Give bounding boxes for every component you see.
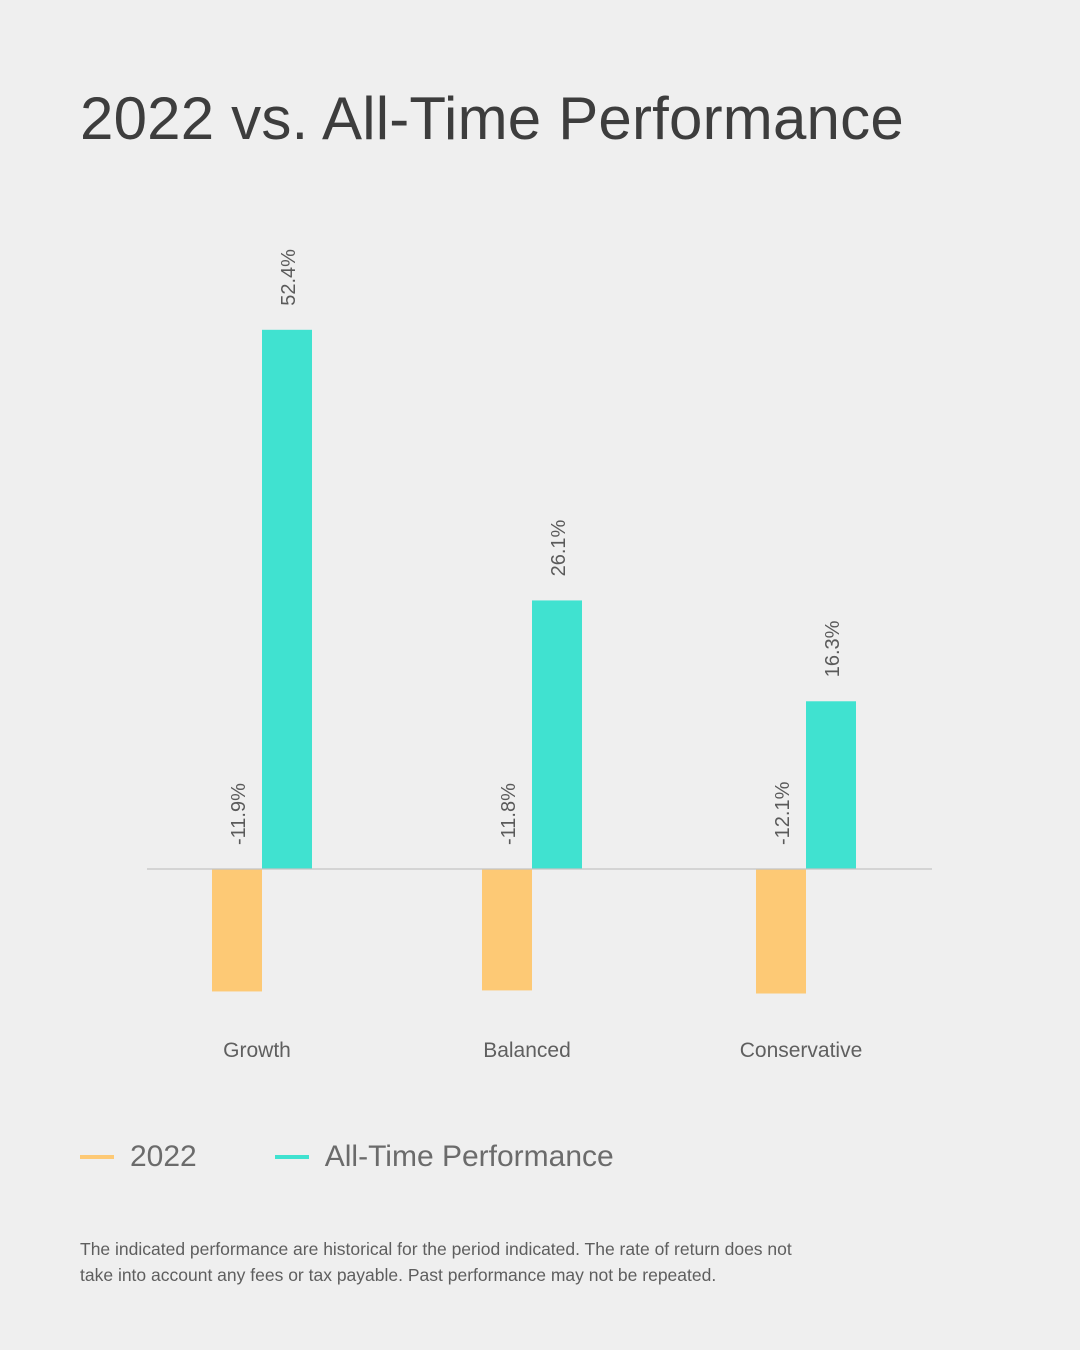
bar-all-time-growth[interactable] — [262, 329, 312, 870]
bar-2022-conservative[interactable] — [756, 869, 806, 994]
chart-title: 2022 vs. All-Time Performance — [80, 85, 904, 152]
value-label-all-time-conservative: 16.3% — [822, 620, 844, 677]
legend-item-2022[interactable]: 2022 — [80, 1140, 197, 1174]
category-label-balanced: Balanced — [483, 1039, 571, 1062]
legend: 2022 All-Time Performance — [80, 1140, 692, 1174]
disclaimer-footnote: The indicated performance are historical… — [80, 1239, 792, 1285]
value-label-all-time-growth: 52.4% — [278, 249, 300, 306]
legend-swatch-2022 — [80, 1155, 114, 1159]
category-label-conservative: Conservative — [740, 1039, 863, 1062]
value-label-2022-conservative: -12.1% — [772, 781, 794, 845]
legend-swatch-all-time — [274, 1155, 309, 1159]
legend-item-all-time[interactable]: All-Time Performance — [274, 1140, 614, 1174]
legend-label-all-time: All-Time Performance — [324, 1140, 614, 1173]
bar-all-time-balanced[interactable] — [532, 600, 582, 869]
bar-2022-balanced[interactable] — [482, 869, 532, 991]
value-label-2022-balanced: -11.8% — [498, 783, 520, 845]
bar-2022-growth[interactable] — [212, 869, 262, 992]
bar-chart: -11.9% -11.8% -12.1% 52.4% 26.1% 16.3% Growth B… — [147, 249, 932, 1062]
value-label-all-time-balanced: 26.1% — [548, 520, 570, 577]
category-label-growth: Growth — [223, 1039, 291, 1062]
legend-label-2022: 2022 — [130, 1140, 197, 1173]
value-label-2022-growth: -11.9% — [228, 783, 250, 845]
bar-all-time-conservative[interactable] — [806, 701, 856, 869]
